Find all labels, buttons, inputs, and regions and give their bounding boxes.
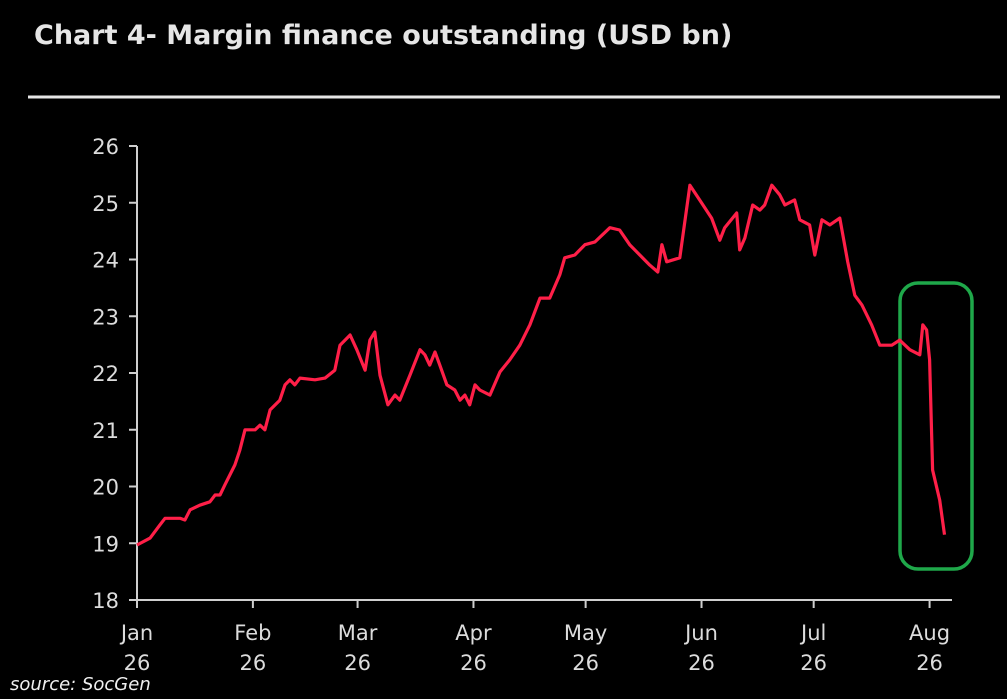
y-tick-label: 23 — [92, 305, 119, 329]
chart-title: Chart 4- Margin finance outstanding (USD… — [34, 20, 732, 51]
highlight-box — [898, 281, 974, 571]
y-tick-label: 19 — [92, 532, 119, 556]
data-line — [136, 183, 947, 547]
x-tick-label: Jan 26 — [119, 621, 153, 675]
y-tick-label: 25 — [92, 192, 119, 216]
y-tick-label: 21 — [92, 419, 119, 443]
y-tick-label: 20 — [92, 476, 119, 500]
x-tick-label: Aug 26 — [909, 621, 950, 675]
x-tick-label: Feb 26 — [234, 621, 271, 675]
y-tick-label: 22 — [92, 362, 119, 386]
x-tick-label: Jul 26 — [799, 621, 827, 675]
source-note: source: SocGen — [10, 674, 151, 695]
x-tick-label: May 26 — [564, 621, 607, 675]
x-tick-label: Mar 26 — [338, 621, 378, 675]
x-tick-label: Apr 26 — [455, 621, 492, 675]
y-tick-label: 18 — [92, 589, 119, 613]
x-tick-label: Jun 26 — [683, 621, 718, 675]
y-tick-label: 24 — [92, 249, 119, 273]
y-tick-label: 26 — [92, 135, 119, 159]
